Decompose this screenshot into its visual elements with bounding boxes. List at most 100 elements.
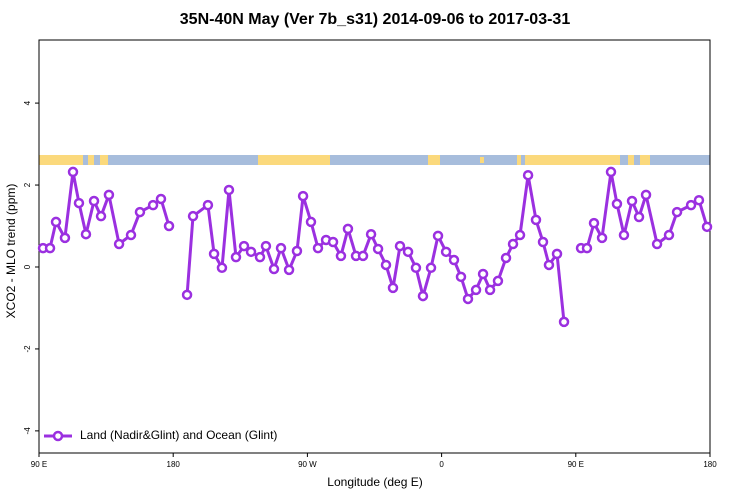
data-point [596, 232, 608, 244]
data-point [155, 193, 167, 205]
data-point [125, 229, 137, 241]
data-point [202, 199, 214, 211]
y-tick-label: 0 [23, 264, 32, 269]
data-point [537, 236, 549, 248]
data-point [44, 242, 56, 254]
data-point [372, 243, 384, 255]
x-tick-label: 0 [439, 460, 444, 469]
data-point [312, 242, 324, 254]
data-point [67, 166, 79, 178]
data-point [335, 250, 347, 262]
data-point [605, 166, 617, 178]
data-point [663, 229, 675, 241]
data-point [394, 240, 406, 252]
data-point [291, 245, 303, 257]
land-ocean-strip [39, 155, 710, 165]
data-point [462, 293, 474, 305]
data-point [245, 246, 257, 258]
land-band [428, 155, 440, 165]
data-point [500, 252, 512, 264]
land-band [88, 155, 94, 165]
data-point [95, 210, 107, 222]
y-tick-label: -2 [23, 345, 32, 353]
land-band [517, 155, 521, 165]
data-point [223, 184, 235, 196]
data-point [305, 216, 317, 228]
data-point [327, 236, 339, 248]
x-tick-label: 90 E [31, 460, 47, 469]
data-point [50, 216, 62, 228]
data-point [640, 189, 652, 201]
land-band [628, 155, 634, 165]
data-point [297, 190, 309, 202]
data-point [651, 238, 663, 250]
land-band [525, 155, 620, 165]
y-tick-label: -4 [23, 427, 32, 435]
data-point [558, 316, 570, 328]
data-point [671, 206, 683, 218]
data-point [357, 250, 369, 262]
data-point [470, 284, 482, 296]
data-point [113, 238, 125, 250]
data-point [551, 248, 563, 260]
data-point [440, 246, 452, 258]
data-point [425, 262, 437, 274]
data-point [432, 230, 444, 242]
x-tick-label: 90 E [568, 460, 584, 469]
data-point [216, 262, 228, 274]
data-point [633, 211, 645, 223]
x-tick-label: 180 [703, 460, 717, 469]
data-point [618, 229, 630, 241]
data-point [522, 169, 534, 181]
data-point [208, 248, 220, 260]
ocean-band [39, 155, 710, 165]
data-point [507, 238, 519, 250]
x-tick-label: 180 [167, 460, 181, 469]
data-point [283, 264, 295, 276]
data-point [59, 232, 71, 244]
land-band [39, 155, 83, 165]
data-point [611, 198, 623, 210]
data-point [147, 199, 159, 211]
data-point [455, 271, 467, 283]
data-point [484, 284, 496, 296]
y-axis-label: XCO2 - MLO trend (ppm) [4, 184, 18, 319]
data-point [626, 195, 638, 207]
data-point [693, 194, 705, 206]
data-point [448, 254, 460, 266]
x-axis-label: Longitude (deg E) [327, 475, 422, 489]
data-point [163, 220, 175, 232]
data-point [410, 262, 422, 274]
data-point [181, 289, 193, 301]
y-tick-label: 4 [23, 100, 32, 105]
data-point [365, 228, 377, 240]
data-point [514, 229, 526, 241]
data-point [685, 199, 697, 211]
data-point [230, 251, 242, 263]
data-point [134, 206, 146, 218]
data-point [103, 189, 115, 201]
data-point [581, 242, 593, 254]
data-point [380, 259, 392, 271]
data-point [477, 268, 489, 280]
data-point [268, 263, 280, 275]
legend-label: Land (Nadir&Glint) and Ocean (Glint) [80, 428, 277, 442]
x-tick-label: 90 W [298, 460, 317, 469]
land-band [258, 155, 330, 165]
data-point [417, 290, 429, 302]
data-point [402, 246, 414, 258]
y-tick-label: 2 [23, 182, 32, 187]
chart-title: 35N-40N May (Ver 7b_s31) 2014-09-06 to 2… [180, 11, 571, 28]
data-point [88, 195, 100, 207]
data-point [701, 221, 713, 233]
data-point [80, 228, 92, 240]
data-point [387, 282, 399, 294]
data-point [187, 210, 199, 222]
data-point [73, 197, 85, 209]
land-band [640, 155, 650, 165]
land-band [480, 157, 484, 163]
data-point [254, 251, 266, 263]
data-point [492, 275, 504, 287]
land-band [100, 155, 108, 165]
